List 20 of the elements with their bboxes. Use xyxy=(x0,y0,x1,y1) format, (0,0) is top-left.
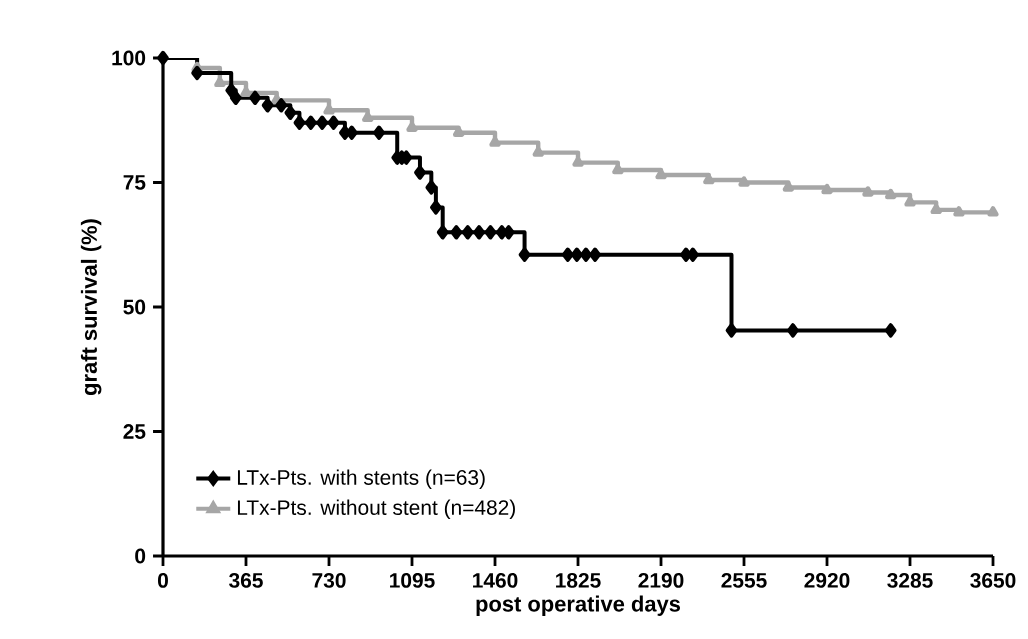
x-tick-label: 2920 xyxy=(804,573,850,588)
y-tick-label: 0 xyxy=(135,548,146,564)
x-tick-label: 3650 xyxy=(970,573,1016,588)
y-tick-label: 100 xyxy=(112,50,146,66)
x-tick-label: 365 xyxy=(229,573,263,588)
y-tick-label: 75 xyxy=(123,175,146,190)
x-tick-label: 2555 xyxy=(721,573,767,588)
x-tick-label: 1460 xyxy=(473,573,518,588)
y-tick-label: 50 xyxy=(123,299,146,315)
x-tick-label: 2190 xyxy=(638,573,684,588)
y-axis-title: graft survival (%) xyxy=(80,219,102,396)
x-axis-title: post operative days xyxy=(476,595,680,616)
x-tick-label: 0 xyxy=(157,573,168,588)
legend-label: LTx-Pts. without stent (n=482) xyxy=(237,499,515,520)
x-tick-label: 1825 xyxy=(556,573,601,588)
legend-label: LTx-Pts. with stents (n=63) xyxy=(237,469,485,489)
x-tick-label: 730 xyxy=(312,573,346,588)
x-tick-label: 3285 xyxy=(887,573,933,588)
x-tick-label: 1095 xyxy=(390,573,435,588)
y-tick-label: 25 xyxy=(123,424,146,439)
